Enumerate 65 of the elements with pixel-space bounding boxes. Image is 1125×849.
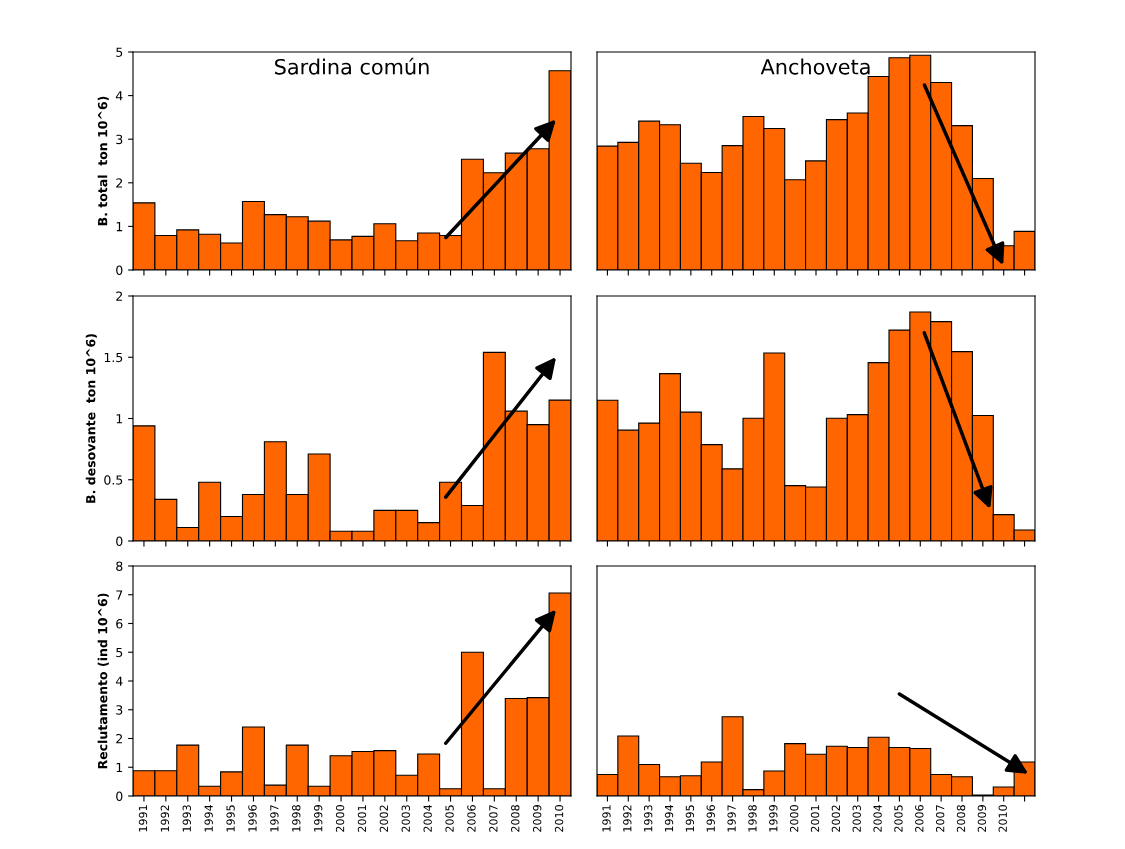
x-tick-label: 2002 — [831, 805, 841, 832]
y-tick-label: 4 — [115, 91, 123, 101]
x-tick-label: 1998 — [292, 805, 301, 832]
y-tick-label: 2 — [116, 733, 123, 744]
chart-title: Sardina común — [275, 57, 429, 75]
x-tick-label: 2000 — [789, 805, 799, 832]
y-tick-label: 5 — [116, 47, 123, 57]
y-tick-label: 1.5 — [104, 352, 123, 363]
x-tick-label: 2006 — [467, 805, 476, 832]
x-tick-label: 1996 — [706, 805, 715, 832]
x-tick-label: 1992 — [623, 805, 632, 832]
y-tick-label: 4 — [115, 676, 123, 686]
y-tick-label: 3 — [116, 705, 123, 715]
y-tick-label: 2 — [116, 291, 123, 301]
x-tick-label: 2005 — [445, 805, 454, 832]
y-tick-label: 8 — [116, 561, 123, 571]
x-tick-label: 2010 — [998, 805, 1007, 832]
x-tick-label: 1991 — [138, 805, 148, 832]
x-tick-label: 2003 — [852, 805, 861, 832]
y-axis-title: B. desovante ton 10^6) — [85, 334, 97, 503]
x-tick-label: 1995 — [226, 805, 235, 832]
y-tick-label: 0 — [116, 791, 123, 801]
y-tick-label: 3 — [116, 134, 123, 145]
x-tick-label: 2002 — [379, 805, 389, 832]
x-tick-label: 2009 — [977, 805, 987, 832]
x-tick-label: 1994 — [204, 804, 213, 832]
y-tick-label: 2 — [116, 178, 123, 188]
x-tick-label: 1991 — [602, 805, 611, 832]
x-tick-label: 2004 — [423, 804, 432, 832]
y-tick-label: 7 — [116, 590, 123, 600]
x-tick-label: 1993 — [643, 805, 653, 832]
x-tick-label: 1999 — [769, 805, 778, 832]
x-tick-label: 2001 — [357, 805, 367, 832]
y-tick-label: 5 — [116, 647, 123, 658]
y-tick-label: 0.5 — [104, 475, 123, 485]
x-tick-label: 1996 — [248, 805, 257, 832]
x-tick-label: 1994 — [664, 804, 674, 832]
x-tick-label: 2004 — [873, 804, 882, 832]
x-tick-label: 2007 — [935, 805, 945, 832]
x-tick-label: 1999 — [313, 805, 323, 832]
x-tick-label: 1997 — [270, 805, 279, 832]
y-axis-title: Reclutamento (ind 10^6) — [97, 593, 109, 769]
x-tick-label: 2000 — [335, 805, 345, 832]
x-tick-label: 2003 — [401, 805, 410, 832]
x-tick-label: 2001 — [810, 805, 820, 832]
y-tick-label: 1 — [116, 222, 123, 232]
x-tick-label: 1998 — [748, 805, 757, 832]
x-tick-label: 2008 — [956, 805, 966, 832]
x-tick-label: 1993 — [182, 805, 191, 832]
x-tick-label: 1992 — [160, 805, 170, 832]
y-axis-title: B. total ton 10^6) — [97, 96, 109, 226]
y-tick-label: 1 — [116, 762, 123, 772]
chart-title: Anchoveta — [760, 58, 870, 75]
y-tick-label: 6 — [116, 618, 123, 629]
x-tick-label: 2007 — [489, 805, 498, 832]
x-tick-label: 1995 — [685, 805, 695, 832]
x-tick-label: 2010 — [554, 805, 564, 832]
y-tick-label: 0 — [116, 265, 123, 275]
x-tick-label: 2005 — [894, 805, 903, 832]
y-tick-label: 1 — [116, 414, 123, 424]
x-tick-label: 1997 — [727, 805, 736, 832]
x-tick-label: 2008 — [511, 805, 520, 832]
x-tick-label: 2006 — [915, 805, 924, 832]
y-tick-label: 0 — [116, 536, 123, 546]
x-tick-label: 2009 — [532, 805, 542, 832]
